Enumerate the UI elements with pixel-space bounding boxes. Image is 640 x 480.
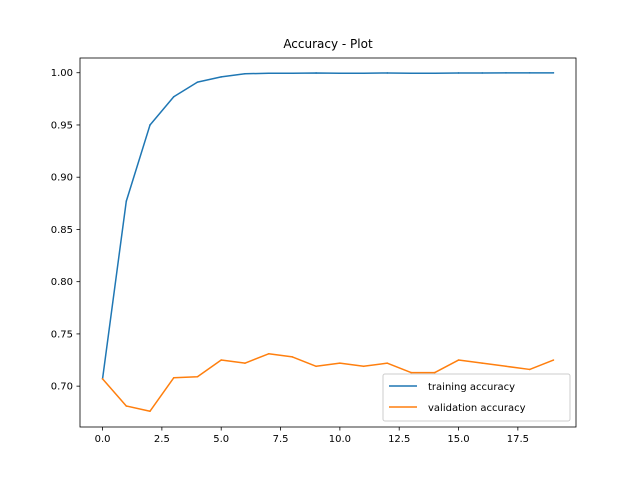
y-tick-label: 0.95: [51, 120, 73, 131]
y-tick-label: 1.00: [51, 68, 73, 79]
data-point-validation-accuracy: [149, 410, 151, 413]
data-point-validation-accuracy: [220, 359, 223, 361]
data-point-validation-accuracy: [267, 352, 270, 355]
y-tick-label: 0.90: [51, 173, 73, 184]
data-point-validation-accuracy: [339, 362, 341, 364]
legend-label-training-accuracy: training accuracy: [428, 382, 515, 393]
data-point-training-accuracy: [362, 72, 365, 75]
data-point-training-accuracy: [410, 72, 412, 75]
data-point-training-accuracy: [125, 200, 128, 203]
legend: training accuracy validation accuracy: [382, 373, 571, 422]
data-point-training-accuracy: [149, 124, 151, 126]
data-point-validation-accuracy: [101, 378, 104, 380]
y-tick-label: 0.70: [51, 382, 73, 393]
data-point-training-accuracy: [505, 72, 507, 74]
x-tick-label: 17.5: [507, 434, 529, 445]
data-point-validation-accuracy: [362, 365, 365, 368]
y-tick-label: 0.85: [51, 225, 73, 236]
data-point-validation-accuracy: [386, 362, 389, 364]
data-point-validation-accuracy: [528, 368, 531, 371]
data-point-validation-accuracy: [481, 362, 484, 364]
data-point-training-accuracy: [244, 72, 246, 75]
data-point-training-accuracy: [339, 72, 341, 75]
data-point-training-accuracy: [196, 81, 199, 83]
data-point-training-accuracy: [315, 72, 317, 74]
y-tick-label: 0.75: [51, 329, 73, 340]
data-point-training-accuracy: [552, 72, 555, 74]
data-point-validation-accuracy: [196, 375, 199, 378]
data-point-validation-accuracy: [410, 371, 412, 374]
chart-title: Accuracy - Plot: [283, 37, 373, 51]
data-point-validation-accuracy: [315, 365, 317, 368]
data-point-training-accuracy: [528, 72, 531, 74]
x-tick-label: 15.0: [447, 434, 469, 445]
plot-area-frame: [79, 57, 577, 428]
legend-label-validation-accuracy: validation accuracy: [428, 403, 526, 414]
data-point-training-accuracy: [172, 95, 175, 98]
data-point-validation-accuracy: [433, 371, 436, 374]
data-point-validation-accuracy: [457, 359, 460, 361]
data-point-training-accuracy: [433, 72, 436, 75]
data-point-training-accuracy: [481, 72, 484, 74]
data-point-validation-accuracy: [505, 365, 507, 368]
data-point-training-accuracy: [457, 72, 460, 74]
data-point-validation-accuracy: [291, 356, 294, 358]
x-tick-label: 7.5: [273, 434, 289, 445]
x-tick-label: 10.0: [329, 434, 351, 445]
data-point-training-accuracy: [267, 72, 270, 75]
x-tick-label: 5.0: [213, 434, 229, 445]
series-line-validation-accuracy: [101, 353, 554, 412]
x-tick-label: 0.0: [95, 434, 111, 445]
data-point-validation-accuracy: [244, 362, 246, 364]
data-point-training-accuracy: [291, 72, 294, 75]
series-line-training-accuracy: [101, 72, 554, 379]
series-layer: [101, 72, 555, 413]
legend-box: [382, 373, 571, 422]
x-tick-label: 2.5: [154, 434, 170, 445]
data-point-validation-accuracy: [172, 376, 175, 379]
data-point-training-accuracy: [220, 76, 223, 78]
data-point-validation-accuracy: [552, 359, 555, 361]
x-axis: 0.0 2.5 5.0 7.5 10.0 12.5 15.0 17.5: [95, 427, 529, 445]
x-tick-label: 12.5: [388, 434, 410, 445]
data-point-training-accuracy: [386, 72, 389, 74]
data-point-validation-accuracy: [125, 405, 128, 407]
y-tick-label: 0.80: [51, 277, 73, 288]
y-axis: 0.70 0.75 0.80 0.85 0.90 0.95 1.00: [51, 68, 80, 393]
